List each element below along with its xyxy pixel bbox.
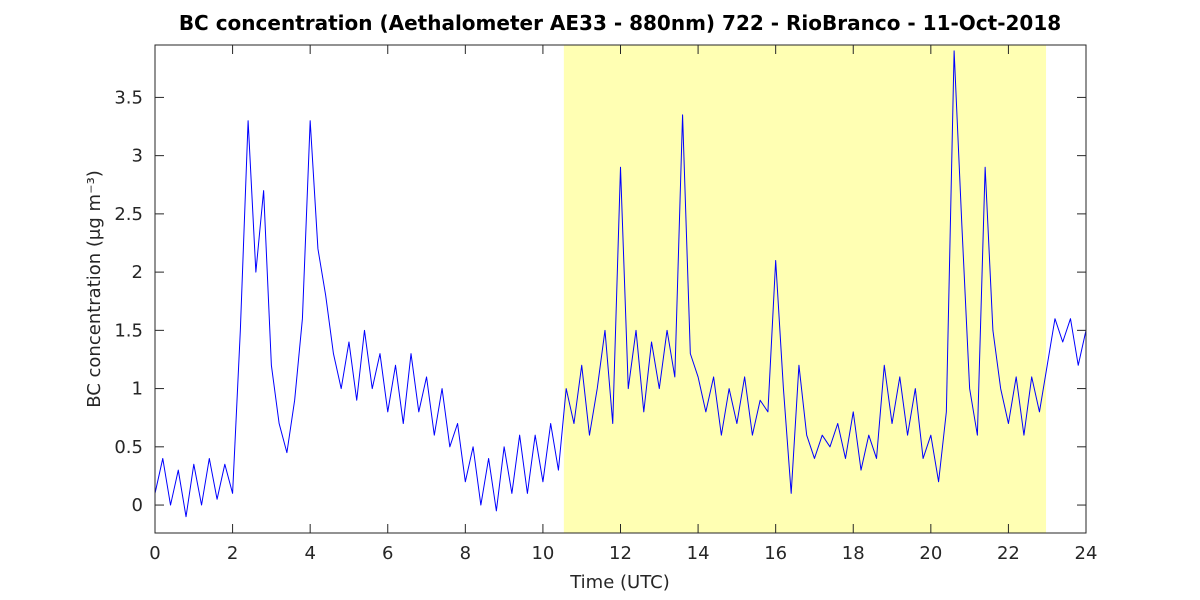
y-tick-label: 2.5 [114, 204, 143, 225]
data-line [154, 50, 1087, 518]
y-tick-label: 2 [132, 262, 143, 283]
x-tick-label: 16 [764, 543, 787, 564]
highlight-region [563, 45, 1047, 533]
y-tick-label: 0.5 [114, 437, 143, 458]
y-axis-label: BC concentration (μg m⁻³) [84, 170, 105, 408]
y-tick-label: 3 [132, 146, 143, 167]
x-tick-label: 0 [149, 543, 160, 564]
y-tick-label: 3.5 [114, 87, 143, 108]
x-tick-label: 24 [1075, 543, 1098, 564]
plot-frame [154, 44, 1087, 534]
chart-title: BC concentration (Aethalometer AE33 - 88… [179, 11, 1061, 35]
x-tick-label: 10 [531, 543, 554, 564]
x-tick-label: 20 [919, 543, 942, 564]
x-tick-label: 18 [842, 543, 865, 564]
x-tick-label: 4 [304, 543, 315, 564]
x-tick-label: 14 [687, 543, 710, 564]
x-tick-label: 12 [609, 543, 632, 564]
y-tick-label: 1.5 [114, 320, 143, 341]
x-axis-label: Time (UTC) [569, 572, 670, 593]
x-tick-label: 2 [227, 543, 238, 564]
y-tick-label: 0 [132, 495, 143, 516]
x-tick-label: 6 [382, 543, 393, 564]
x-tick-label: 8 [460, 543, 471, 564]
y-tick-label: 1 [132, 379, 143, 400]
x-tick-label: 22 [997, 543, 1020, 564]
